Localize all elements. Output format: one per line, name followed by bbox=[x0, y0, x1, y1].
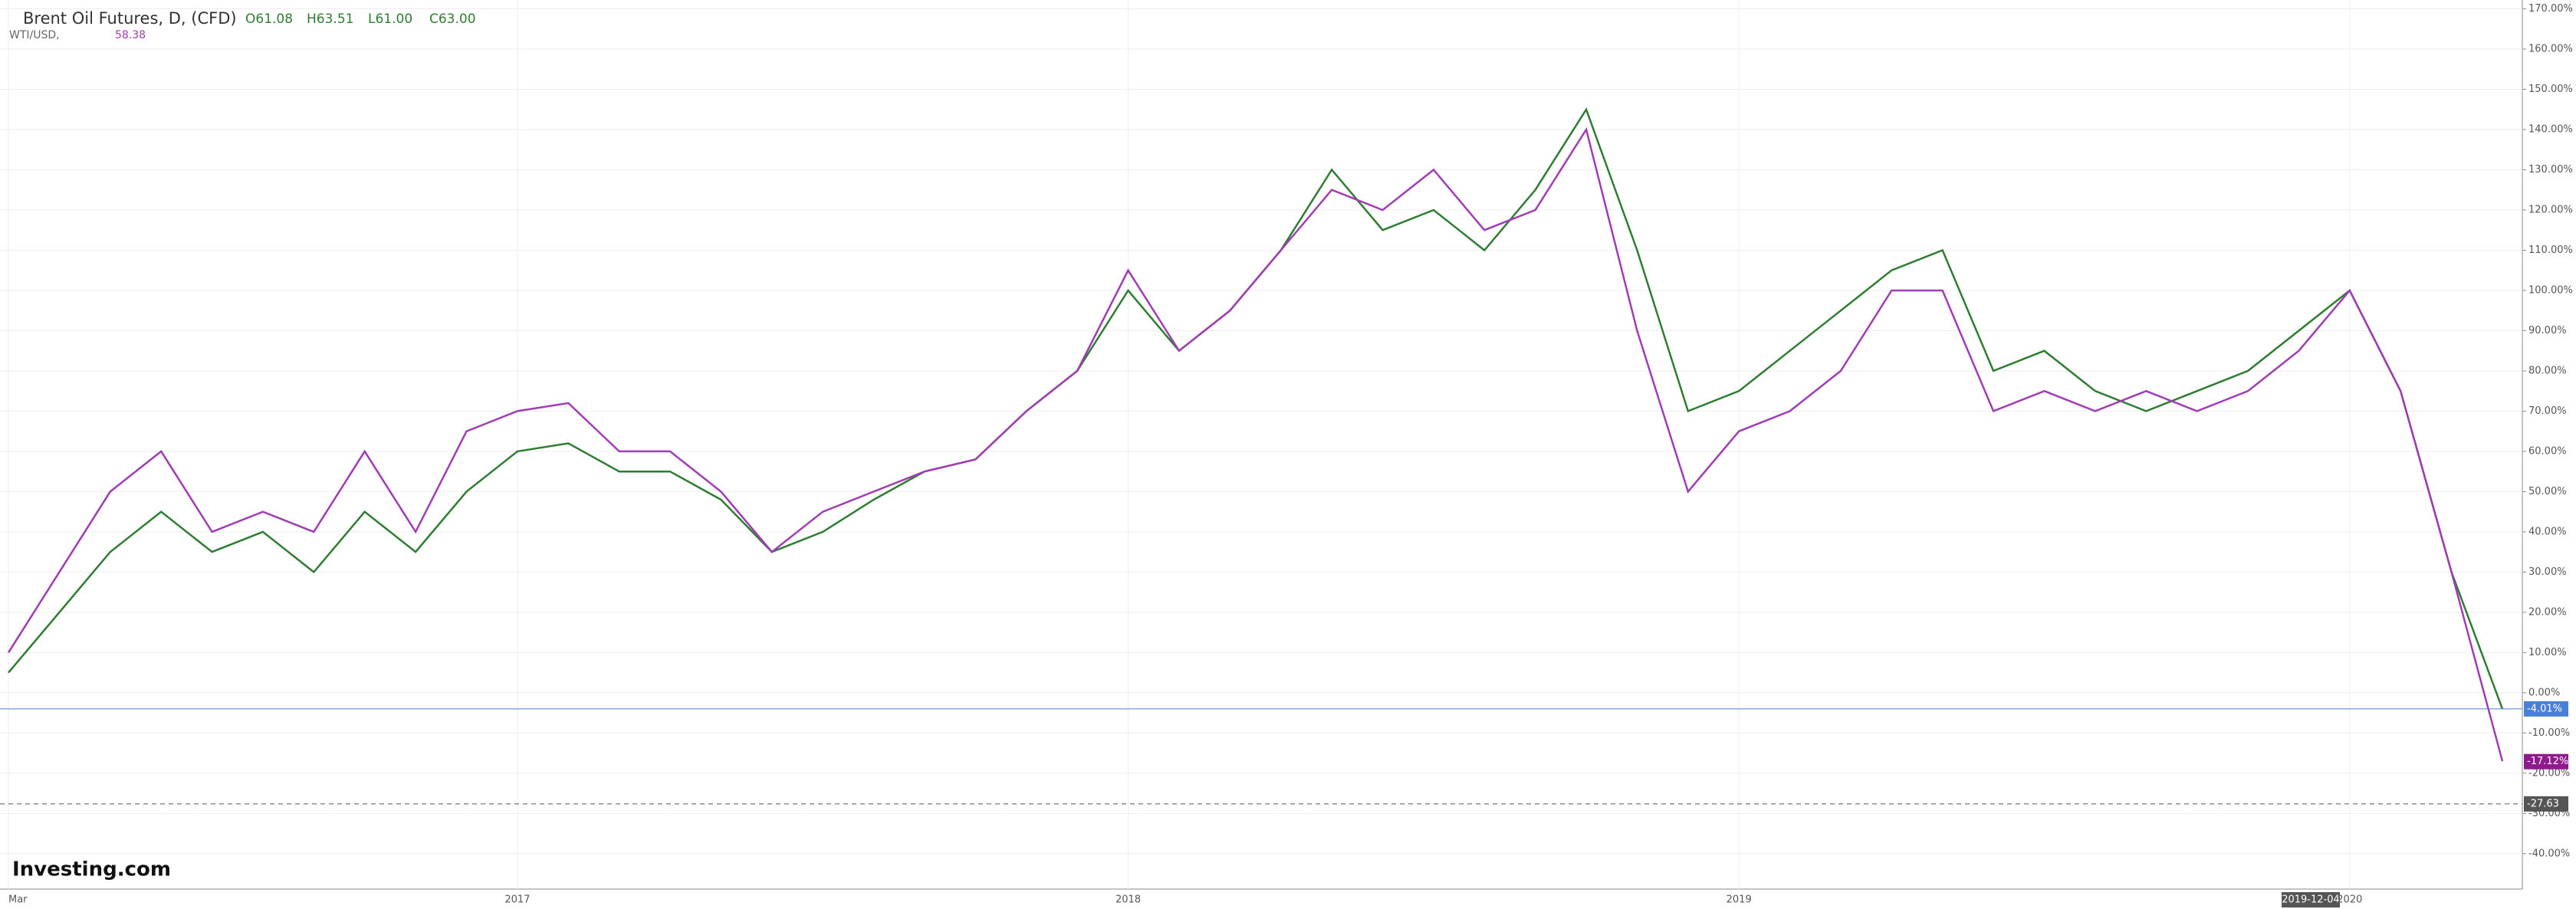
y-tick-label: -10.00% bbox=[2528, 727, 2570, 739]
y-tick-label: 170.00% bbox=[2528, 3, 2573, 15]
x-tick-label: 2018 bbox=[1116, 894, 1141, 906]
last-value-box bbox=[2524, 701, 2568, 717]
last-value-label: -27.63 bbox=[2527, 798, 2559, 809]
compare-name: WTI/USD, bbox=[9, 29, 60, 41]
crosshair-box bbox=[2282, 892, 2340, 907]
chart-title: Brent Oil Futures, D, (CFD) bbox=[23, 9, 237, 28]
y-tick-label: 20.00% bbox=[2528, 606, 2567, 618]
ohlc-value: H63.51 bbox=[307, 11, 353, 27]
y-tick-label: 90.00% bbox=[2528, 325, 2567, 336]
y-tick-label: 30.00% bbox=[2528, 566, 2567, 578]
y-tick-label: 10.00% bbox=[2528, 647, 2567, 658]
y-tick-label: 60.00% bbox=[2528, 445, 2567, 457]
compare-last: 58.38 bbox=[115, 29, 146, 41]
ohlc-value: O61.08 bbox=[245, 11, 293, 27]
last-value-box bbox=[2524, 753, 2568, 770]
y-tick-label: 80.00% bbox=[2528, 365, 2567, 376]
last-value-label: -17.12% bbox=[2527, 756, 2568, 767]
y-tick-label: 120.00% bbox=[2528, 204, 2573, 215]
last-value-label: -4.01% bbox=[2527, 703, 2562, 714]
y-tick-label: -20.00% bbox=[2528, 767, 2570, 779]
y-tick-label: 40.00% bbox=[2528, 526, 2567, 537]
y-tick-label: 50.00% bbox=[2528, 486, 2567, 497]
series-line bbox=[7, 126, 2504, 762]
y-tick-label: 130.00% bbox=[2528, 164, 2573, 176]
crosshair-label: 2019-12-04 bbox=[2282, 894, 2340, 906]
y-tick-label: -40.00% bbox=[2528, 848, 2570, 859]
y-tick-label: 140.00% bbox=[2528, 124, 2573, 136]
x-tick-label: 2017 bbox=[504, 894, 530, 906]
ohlc-value: C63.00 bbox=[429, 11, 476, 27]
y-tick-label: 70.00% bbox=[2528, 405, 2567, 417]
y-tick-label: 100.00% bbox=[2528, 284, 2573, 296]
y-tick-label: 110.00% bbox=[2528, 244, 2573, 256]
y-tick-label: 150.00% bbox=[2528, 84, 2573, 95]
logo: Investing.com bbox=[12, 858, 171, 881]
last-value-box bbox=[2524, 796, 2568, 812]
x-tick-label: Mar bbox=[8, 894, 28, 906]
y-tick-label: 160.00% bbox=[2528, 44, 2573, 55]
x-tick-label: 2019 bbox=[1727, 894, 1752, 906]
x-tick-label: 2020 bbox=[2337, 894, 2362, 906]
ohlc-value: L61.00 bbox=[368, 11, 412, 27]
y-tick-label: 0.00% bbox=[2528, 687, 2560, 698]
